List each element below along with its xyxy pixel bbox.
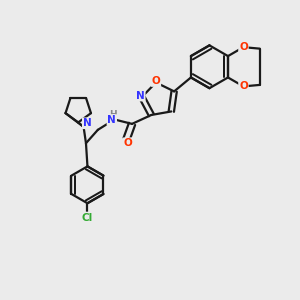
- Text: O: O: [239, 81, 248, 92]
- Text: Cl: Cl: [82, 212, 93, 223]
- Text: H: H: [109, 110, 116, 118]
- Text: O: O: [124, 138, 133, 148]
- Text: O: O: [239, 42, 248, 52]
- Text: O: O: [152, 76, 160, 86]
- Text: N: N: [136, 91, 145, 100]
- Text: N: N: [83, 118, 92, 128]
- Text: N: N: [107, 115, 116, 125]
